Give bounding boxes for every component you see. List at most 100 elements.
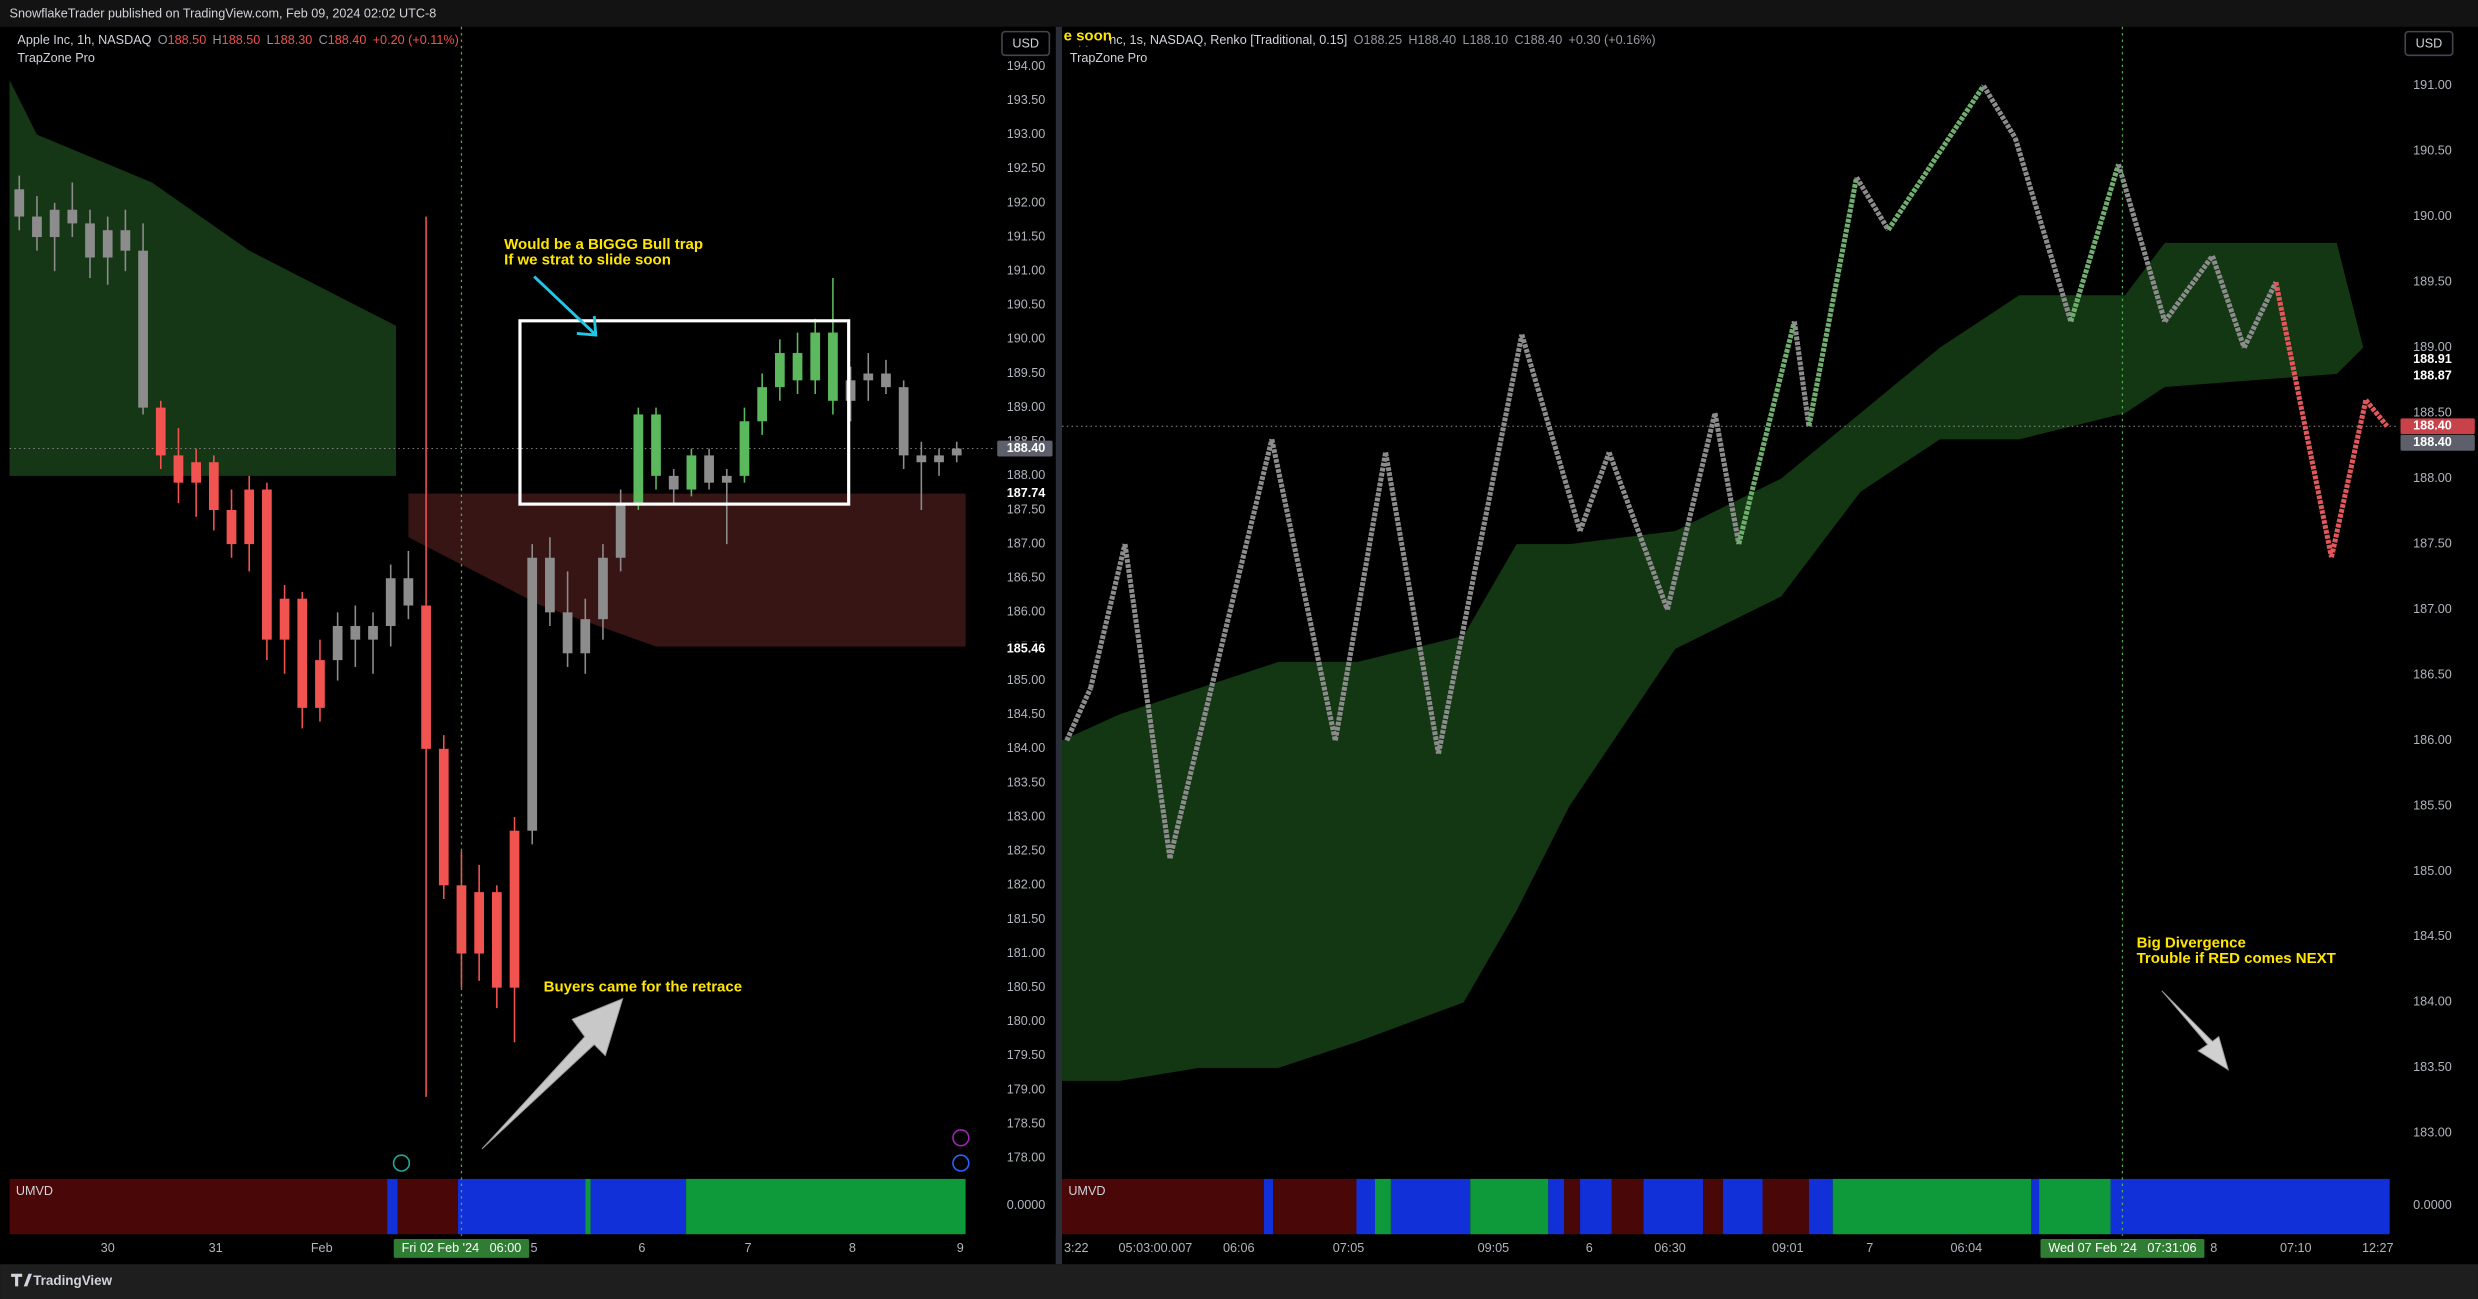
- earnings-icon[interactable]: [392, 1154, 411, 1172]
- y-tick-label: 183.50: [1007, 775, 1046, 789]
- y-tick-label: 187.00: [1007, 536, 1046, 550]
- candle-body: [739, 421, 750, 476]
- renko-bricks: [1122, 543, 1173, 859]
- renko-bricks: [1806, 176, 1860, 427]
- candle-body: [881, 373, 891, 388]
- candle-body: [173, 455, 184, 483]
- renko-bricks: [2116, 163, 2168, 323]
- symbol-legend: Apple Inc, 1h, NASDAQ O188.50 H188.50 L188.…: [17, 33, 458, 47]
- x-tick-label: Feb: [311, 1241, 333, 1255]
- oscillator-segment: [457, 1178, 586, 1235]
- x-tick-label: 09:05: [1478, 1241, 1510, 1255]
- candle-body: [615, 503, 626, 558]
- oscillator-segment: [1062, 1178, 1264, 1235]
- renko-bricks: [1606, 451, 1670, 611]
- oscillator-value: 0.0000: [1007, 1198, 1046, 1212]
- candle-body: [580, 619, 591, 654]
- indicator-name: TrapZone Pro: [17, 51, 94, 65]
- ohlc-value: 188.25: [1363, 33, 1402, 47]
- panel-separator: [1055, 26, 1063, 1265]
- price-label-bg: [2400, 434, 2475, 451]
- price-label: 188.40: [1007, 441, 1046, 455]
- ohlc-value: 188.30: [274, 33, 313, 47]
- renko-bricks: [1577, 451, 1612, 532]
- y-tick-label: 193.00: [1007, 127, 1046, 141]
- oscillator-segment: [397, 1178, 458, 1235]
- candle-body: [385, 578, 396, 626]
- currency-button[interactable]: [2404, 30, 2454, 57]
- x-tick-label: 9: [957, 1241, 964, 1255]
- candle-body: [898, 387, 909, 456]
- oscillator-segment: [1470, 1178, 1549, 1235]
- price-label: 188.87: [2413, 368, 2452, 382]
- x-tick-label: 7: [1866, 1241, 1873, 1255]
- event-icon[interactable]: [952, 1129, 970, 1147]
- renko-bricks: [2210, 255, 2247, 349]
- logo-text[interactable]: TradingView: [33, 1273, 112, 1288]
- y-tick-label: 190.00: [2413, 209, 2452, 223]
- gray-arrow: [481, 997, 624, 1150]
- candle-body: [67, 209, 78, 224]
- oscillator-segment: [1580, 1178, 1612, 1235]
- oscillator-segment: [1832, 1178, 2032, 1235]
- y-tick-label: 187.50: [2413, 536, 2452, 550]
- candle-body: [32, 216, 42, 238]
- candle-body: [934, 455, 944, 463]
- y-tick-label: 178.00: [1007, 1151, 1046, 1165]
- renko-bricks: [1269, 438, 1338, 742]
- oscillator-segment: [1375, 1178, 1391, 1235]
- ohlc-key: O: [158, 33, 168, 47]
- y-tick-label: 189.50: [2413, 275, 2452, 289]
- candle-body: [810, 332, 821, 381]
- candle-body: [102, 230, 113, 258]
- change: +0.20 (+0.11%): [373, 33, 459, 47]
- renko-bricks: [1664, 412, 1718, 611]
- y-tick-label: 184.00: [1007, 741, 1046, 755]
- renko-bricks: [2328, 399, 2369, 558]
- currency: USD: [1012, 37, 1039, 51]
- currency-button[interactable]: [1001, 30, 1051, 57]
- y-tick-label: 186.00: [2413, 733, 2452, 747]
- symbol: Apple Inc, 1h, NASDAQ: [17, 33, 151, 47]
- oscillator-name: UMVD: [1068, 1184, 1105, 1198]
- candle-body: [509, 830, 520, 988]
- x-tick-label: 30: [101, 1241, 115, 1255]
- oscillator-segment: [9, 1178, 388, 1235]
- renko-bricks: [1519, 333, 1583, 532]
- x-tick-label: 31: [209, 1241, 223, 1255]
- candle-body: [49, 209, 60, 238]
- y-tick-label: 184.50: [1007, 707, 1046, 721]
- symbol: Apple Inc, 1s, NASDAQ, Renko [Traditiona…: [1070, 33, 1347, 47]
- x-highlight-bg: [393, 1238, 530, 1258]
- x-tick-label: 12:27: [2362, 1241, 2394, 1255]
- candle-body: [350, 625, 361, 640]
- x-highlight-label: Fri 02 Feb '24 06:00: [402, 1241, 522, 1255]
- oscillator-segment: [1808, 1178, 1833, 1235]
- candle-body: [774, 353, 785, 388]
- candle-body: [916, 455, 927, 463]
- price-label-bg: [997, 641, 1053, 658]
- price-axis: [995, 26, 1056, 1236]
- y-tick-label: 191.00: [2413, 78, 2452, 92]
- price-label: 188.40: [2413, 435, 2452, 449]
- oscillator-segment: [1263, 1178, 1274, 1235]
- candle-body: [491, 892, 502, 988]
- x-tick-label: 6: [1586, 1241, 1593, 1255]
- oscillator-segment: [1611, 1178, 1644, 1235]
- price-label: 185.46: [1007, 642, 1046, 656]
- renko-bricks: [2068, 163, 2121, 323]
- y-tick-label: 191.50: [1007, 229, 1046, 243]
- y-tick-label: 179.00: [1007, 1082, 1046, 1096]
- x-highlight-bg: [2040, 1238, 2205, 1258]
- oscillator-segment: [1548, 1178, 1565, 1235]
- y-tick-label: 189.50: [1007, 366, 1046, 380]
- candle-body: [85, 223, 95, 258]
- annotation: Trouble if RED comes NEXT: [2137, 950, 2336, 967]
- dividend-icon[interactable]: [952, 1154, 970, 1172]
- y-tick-label: 187.50: [1007, 502, 1046, 516]
- renko-bricks: [1064, 687, 1093, 742]
- candle-body: [403, 578, 414, 606]
- annotation-bg: [1062, 26, 1110, 46]
- price-label-bg: [2400, 418, 2475, 435]
- price-label: 188.40: [2413, 419, 2452, 433]
